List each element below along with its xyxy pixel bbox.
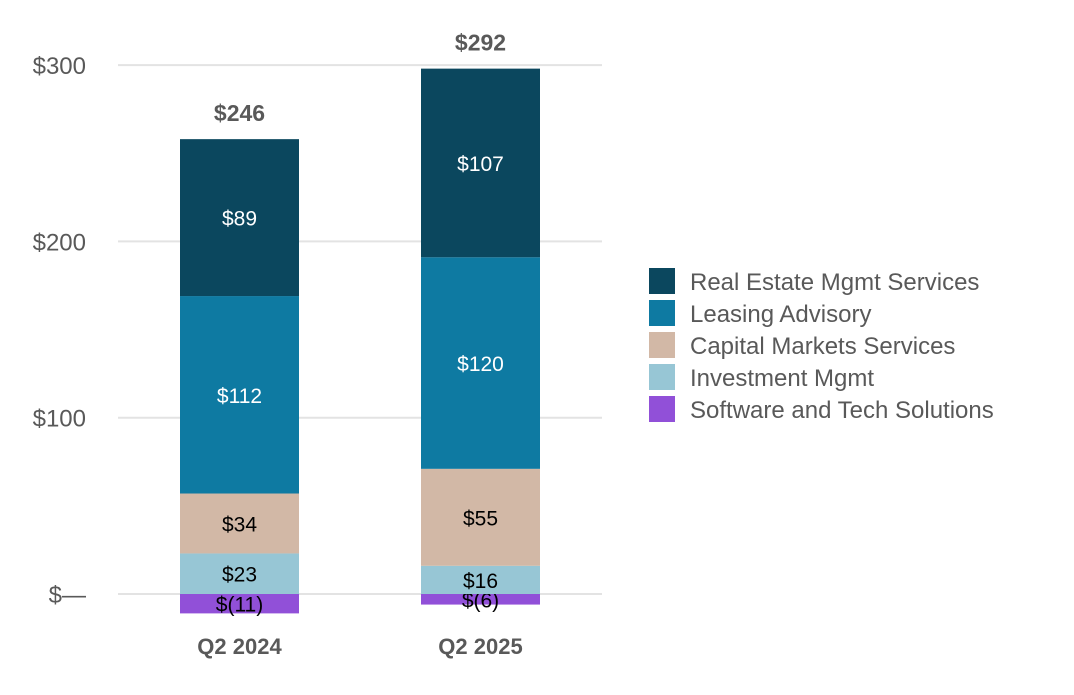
legend-swatch <box>649 332 675 358</box>
bar-segment <box>180 139 299 297</box>
legend-label: Capital Markets Services <box>690 333 955 360</box>
data-label: $89 <box>222 208 257 231</box>
legend-swatch <box>649 396 675 422</box>
y-tick-label: $100 <box>33 406 86 433</box>
data-label: $(11) <box>216 594 263 617</box>
data-label: $34 <box>222 513 257 536</box>
legend-label: Leasing Advisory <box>690 301 871 328</box>
bar-segment <box>180 296 299 494</box>
legend-swatch <box>649 268 675 294</box>
data-label: $23 <box>222 564 257 587</box>
legend-label: Software and Tech Solutions <box>690 397 994 424</box>
y-tick-label: $— <box>49 582 86 609</box>
data-label: $16 <box>463 570 498 593</box>
legend-swatch <box>649 300 675 326</box>
data-label: $(6) <box>462 589 499 612</box>
data-label: $112 <box>217 385 262 408</box>
bar-segment <box>180 553 299 594</box>
legend-label: Real Estate Mgmt Services <box>690 269 979 296</box>
total-label: $292 <box>455 30 506 56</box>
bar-segment <box>421 594 540 605</box>
x-tick-label: Q2 2025 <box>438 634 522 659</box>
bar-segment <box>421 565 540 594</box>
bar-segment <box>421 68 540 258</box>
bar-segment <box>180 594 299 614</box>
y-tick-label: $300 <box>33 53 86 80</box>
bar-segment <box>180 493 299 554</box>
x-tick-label: Q2 2024 <box>197 634 282 659</box>
total-label: $246 <box>214 100 265 126</box>
bar-segment <box>421 257 540 469</box>
y-tick-label: $200 <box>33 229 86 256</box>
data-label: $120 <box>457 353 504 376</box>
legend-label: Investment Mgmt <box>690 365 874 392</box>
data-label: $107 <box>457 153 504 176</box>
data-label: $55 <box>463 507 498 530</box>
legend-swatch <box>649 364 675 390</box>
bar-segment <box>421 468 540 566</box>
